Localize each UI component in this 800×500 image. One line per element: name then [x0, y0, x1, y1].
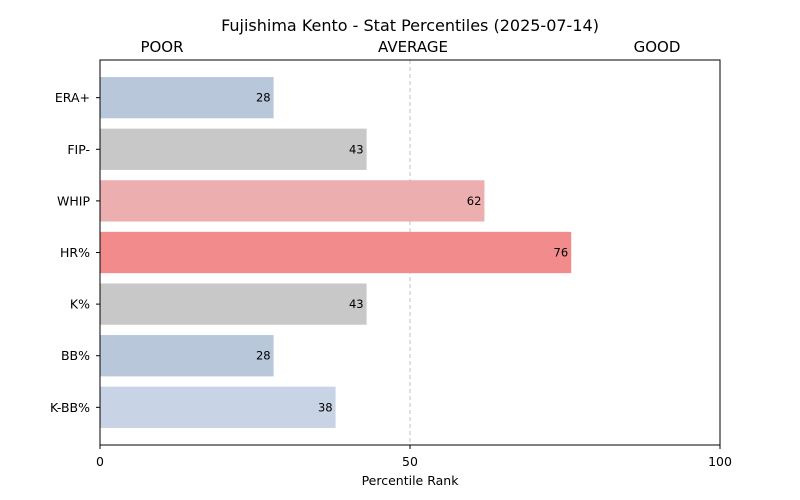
- bar: [100, 128, 367, 170]
- bar-value-label: 28: [256, 91, 271, 105]
- chart-title: Fujishima Kento - Stat Percentiles (2025…: [221, 16, 599, 35]
- y-tick-label: HR%: [60, 245, 90, 260]
- x-tick-label: 50: [402, 454, 418, 469]
- y-tick-label: FIP-: [67, 142, 90, 157]
- zone-label-poor: POOR: [140, 38, 183, 56]
- bar-value-label: 38: [318, 400, 333, 414]
- bar: [100, 335, 274, 377]
- bar-value-label: 76: [554, 246, 569, 260]
- plot-frame: [99, 59, 721, 446]
- x-tick-label: 0: [96, 454, 104, 469]
- zone-label-average: AVERAGE: [378, 38, 448, 56]
- bar: [100, 77, 274, 119]
- bar: [100, 180, 485, 222]
- bar: [100, 231, 572, 274]
- bar-value-label: 43: [349, 142, 364, 156]
- bar-value-label: 43: [349, 297, 364, 311]
- y-tick-label: ERA+: [55, 90, 90, 105]
- x-tick-label: 100: [708, 454, 732, 469]
- bar-value-label: 28: [256, 349, 271, 363]
- bar: [100, 386, 336, 428]
- bar: [100, 283, 367, 325]
- y-tick-label: K%: [70, 297, 90, 312]
- plot-area: 28 ERA+ 43 FIP- 62 WHIP 76 HR% 43 K% 28 BB% 38 K-BB% 0…: [50, 59, 732, 469]
- y-tick-label: WHIP: [57, 193, 90, 208]
- zone-label-good: GOOD: [634, 38, 681, 56]
- x-axis-label: Percentile Rank: [362, 473, 460, 488]
- y-tick-label: BB%: [61, 348, 90, 363]
- bar-value-label: 62: [467, 194, 482, 208]
- y-tick-label: K-BB%: [50, 400, 90, 415]
